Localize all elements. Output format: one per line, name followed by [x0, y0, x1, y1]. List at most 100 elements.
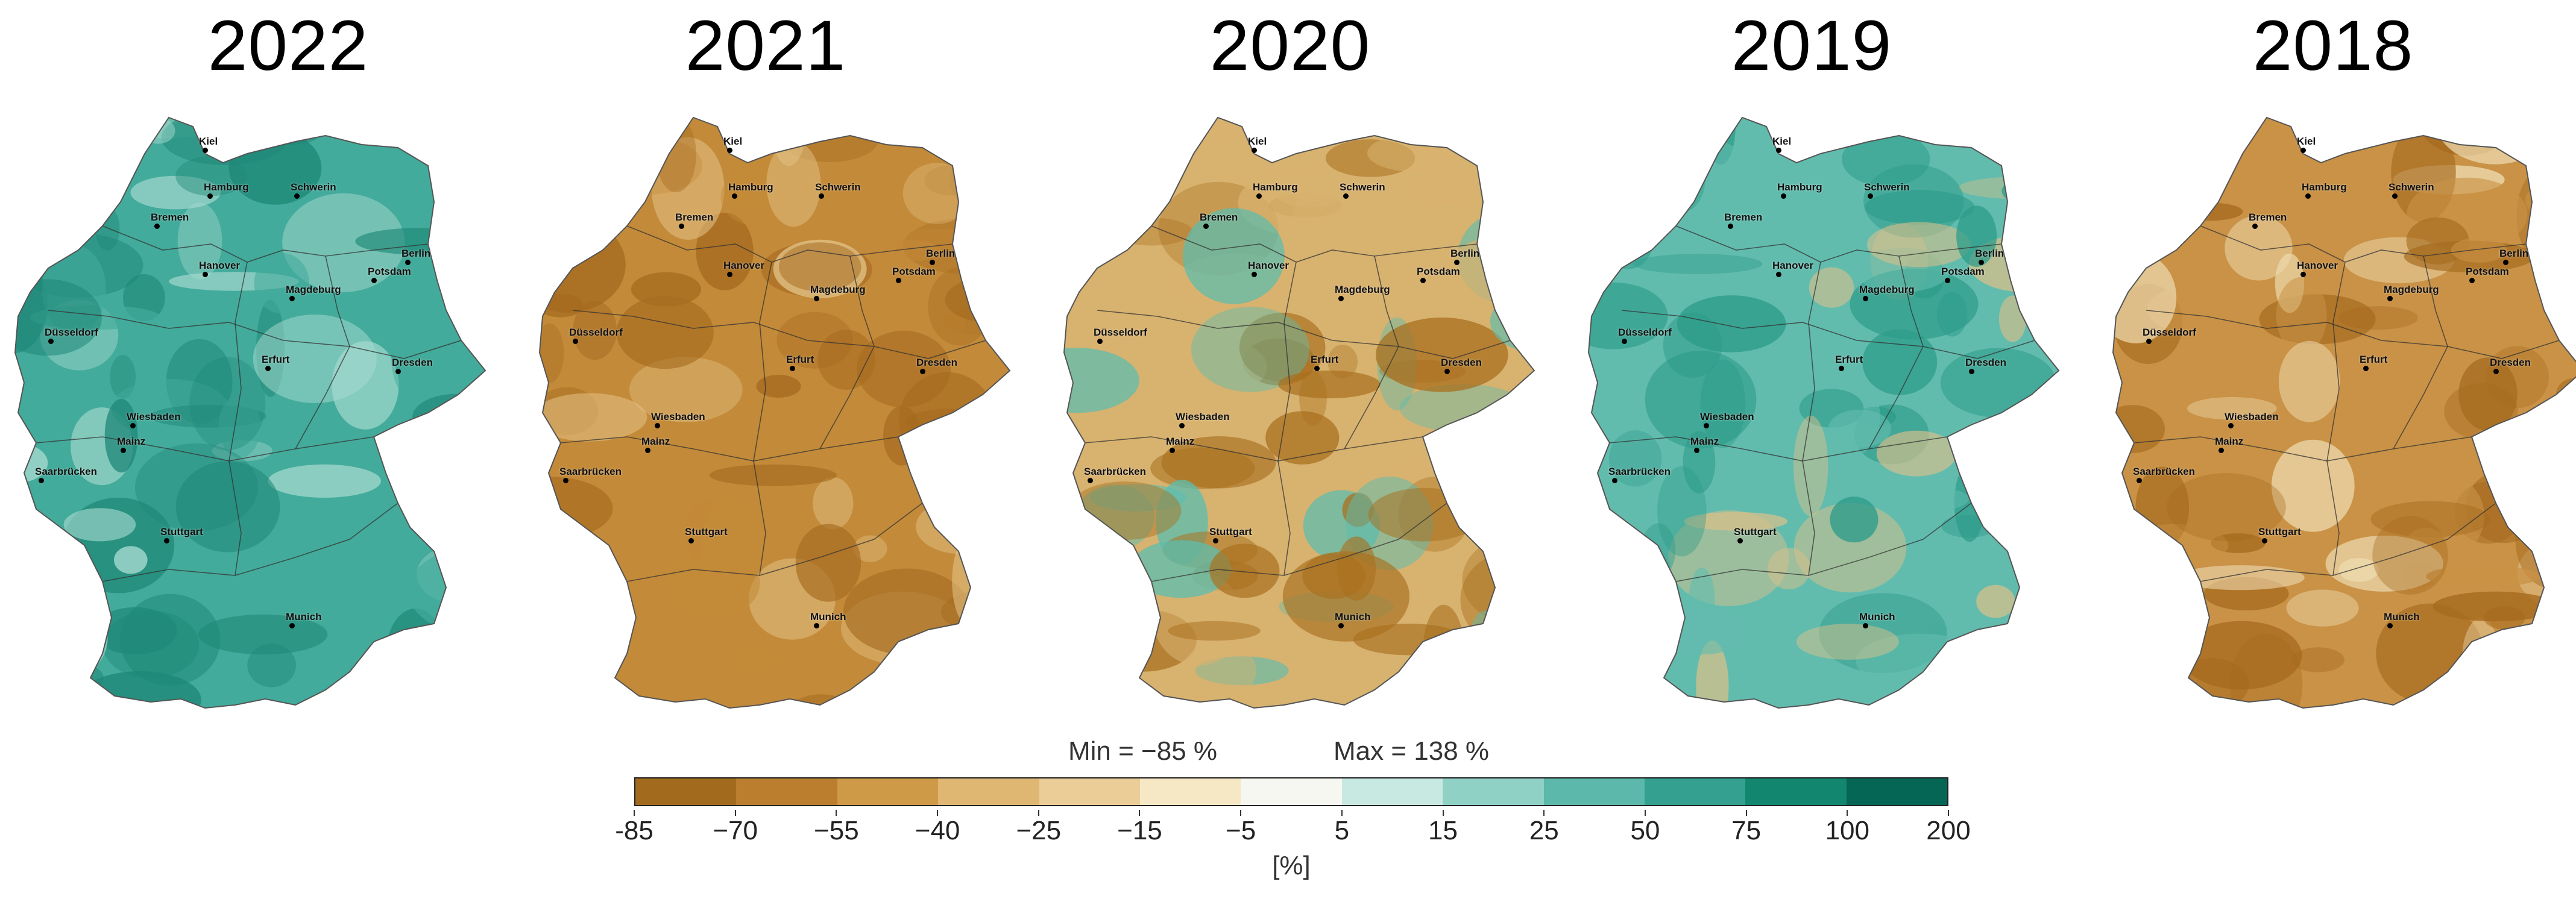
city-marker [930, 260, 935, 266]
city-label: Magdeburg [810, 284, 866, 296]
city-label: Wiesbaden [651, 411, 705, 423]
city-label: Berlin [2499, 248, 2529, 260]
map-texture-blob [2417, 276, 2531, 356]
legend-tick-label: −40 [915, 816, 960, 845]
map-texture-blob [916, 499, 1005, 554]
city-label: Magdeburg [1335, 284, 1390, 296]
city-marker [1338, 623, 1344, 629]
city-marker [395, 369, 401, 375]
map-texture-blob [2017, 444, 2059, 521]
city-label: Saarbrücken [559, 465, 622, 477]
city-marker [1420, 278, 1426, 284]
city-marker [2252, 223, 2258, 229]
map-texture-blob [22, 598, 108, 679]
city-label: Bremen [151, 211, 189, 223]
map-texture-blob [1423, 604, 1465, 700]
city-marker [2300, 148, 2306, 154]
city-marker [48, 338, 54, 344]
city-marker [1863, 296, 1868, 302]
map-texture-blob [2553, 471, 2576, 512]
map-texture-blob [1874, 485, 1969, 513]
map-texture-blob [2462, 618, 2500, 700]
legend-swatch [1543, 778, 1645, 805]
map-texture-blob [1068, 481, 1182, 540]
city-label: Potsdam [2466, 266, 2509, 278]
city-label: Hamburg [204, 181, 249, 193]
map-texture-blob [942, 676, 1010, 708]
city-marker [294, 193, 300, 199]
city-marker [819, 193, 824, 199]
map-texture-blob [918, 689, 968, 708]
city-marker [1179, 423, 1185, 429]
city-label: Hanover [2297, 260, 2338, 272]
map-texture-blob [2537, 660, 2576, 708]
city-marker [1343, 193, 1349, 199]
germany-map [2112, 116, 2576, 709]
city-marker [727, 148, 732, 154]
city-marker [2219, 447, 2224, 453]
city-marker [2300, 272, 2306, 278]
map-texture-blob [1182, 208, 1285, 304]
city-label: Berlin [1450, 248, 1480, 260]
map-texture-blob [656, 117, 696, 193]
map-texture-blob [457, 445, 485, 468]
city-marker [814, 296, 819, 302]
legend-tick-label: 25 [1529, 816, 1559, 845]
map-texture-blob [385, 608, 446, 703]
city-label: Kiel [2297, 136, 2316, 148]
legend-tick-label: 5 [1334, 816, 1350, 845]
map-texture-blob [1109, 117, 1147, 182]
map-texture-blob [79, 145, 134, 164]
city-label: Magdeburg [286, 284, 341, 296]
map-texture-blob [1195, 656, 1289, 686]
map-texture-blob [1663, 312, 1722, 378]
city-marker [1839, 366, 1844, 371]
map-texture-blob [2276, 277, 2327, 354]
city-marker [2493, 369, 2499, 375]
map-panel-2019: Kiel Hamburg Schwerin Bremen Hanover Berlin Po… [1586, 111, 2068, 717]
legend-tick-mark [1341, 810, 1343, 816]
state-border [572, 310, 986, 359]
map-texture-blob [795, 524, 861, 602]
city-label: Mainz [641, 435, 670, 447]
map-texture-blob [562, 117, 593, 166]
map-texture-blob [1608, 430, 1662, 487]
city-marker [1314, 366, 1320, 371]
city-label: Hanover [1248, 260, 1290, 272]
city-label: Mainz [2215, 435, 2244, 447]
legend-tick-label: -85 [615, 816, 653, 845]
map-texture-blob [2541, 127, 2576, 196]
map-texture-blob [15, 597, 92, 654]
map-panel-2022: Kiel Hamburg Schwerin Bremen Hanover Berlin Po… [12, 111, 494, 717]
map-texture-blob [540, 587, 579, 681]
state-border [1277, 262, 1297, 576]
city-label: Dresden [392, 357, 433, 369]
map-texture-blob [540, 477, 613, 540]
legend-swatch [635, 778, 737, 805]
map-texture-blob [2009, 622, 2038, 656]
map-texture-blob [1064, 348, 1139, 413]
map-texture-blob [1130, 540, 1232, 598]
city-label: Düsseldorf [1094, 326, 1147, 338]
map-texture-blob [540, 180, 602, 199]
city-label: Kiel [1248, 136, 1267, 148]
city-label: Erfurt [262, 354, 290, 365]
map-texture-blob [2001, 171, 2059, 211]
map-texture-blob [1830, 496, 1878, 543]
city-label: Bremen [675, 211, 714, 223]
map-texture-blob [986, 128, 1010, 190]
map-texture-blob [651, 137, 725, 240]
state-border [626, 225, 953, 263]
city-label: Düsseldorf [1618, 326, 1672, 338]
legend-swatch [736, 778, 837, 805]
state-border [48, 310, 462, 359]
map-texture-blob [19, 205, 87, 228]
country-border [2112, 116, 2576, 709]
country-border [1063, 116, 1535, 709]
map-texture-blob [2338, 306, 2419, 330]
city-marker [727, 272, 732, 278]
city-label: Dresden [1965, 357, 2007, 369]
map-texture-blob [2230, 633, 2303, 708]
map-texture-blob [585, 127, 653, 148]
map-texture-blob [228, 131, 322, 205]
